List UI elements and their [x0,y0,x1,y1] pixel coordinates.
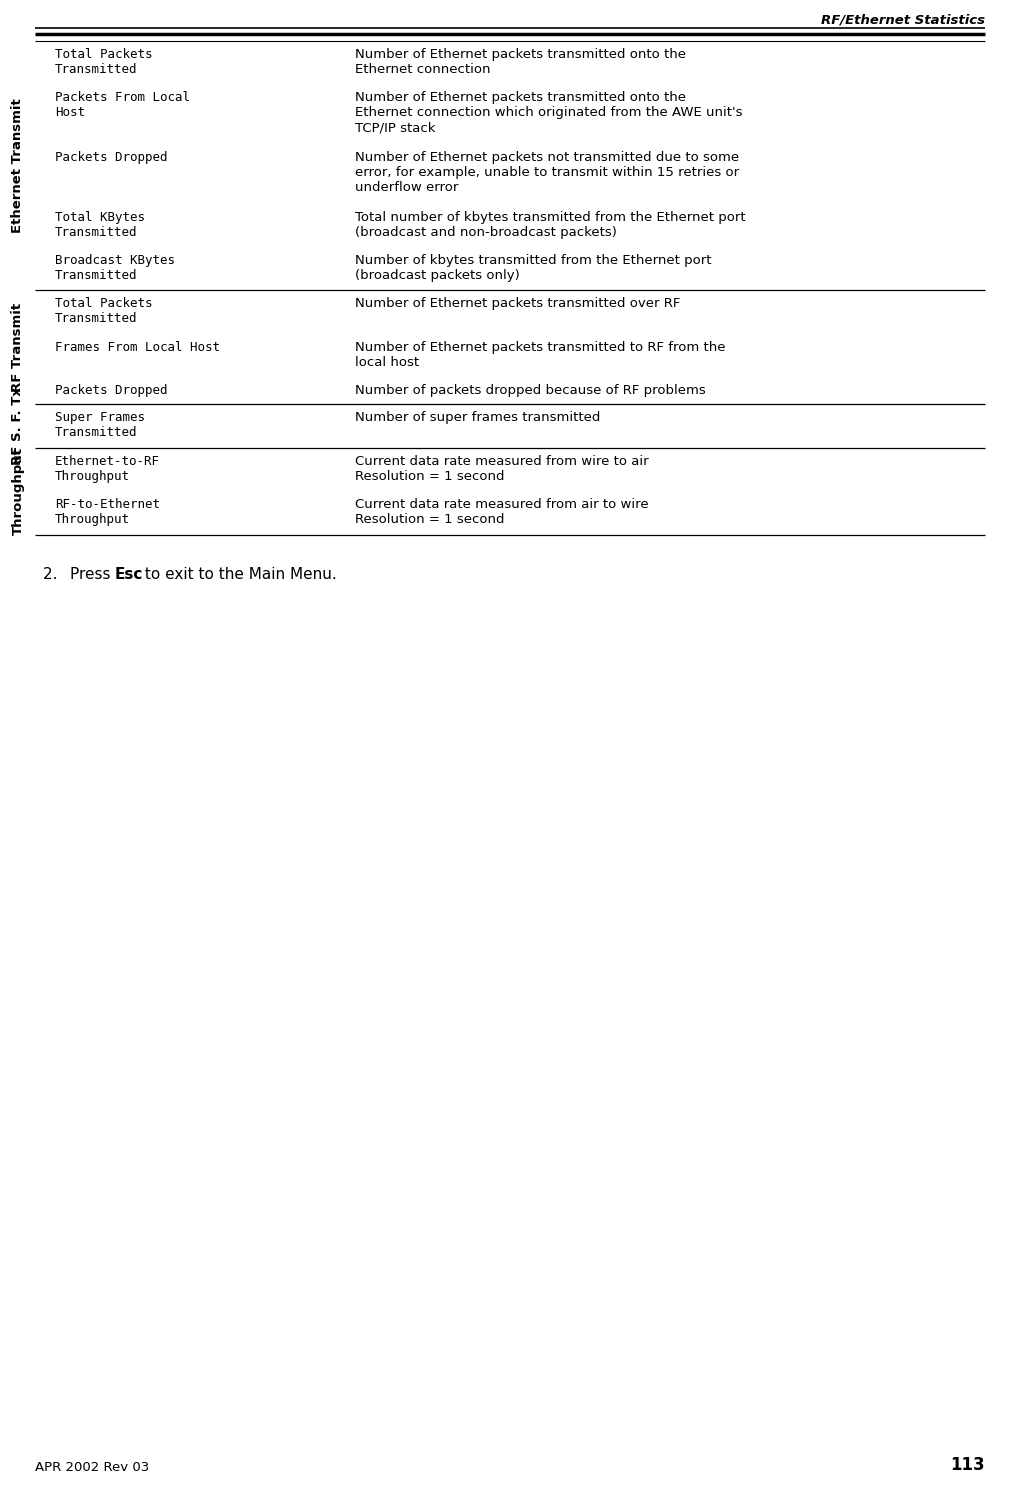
Text: to exit to the Main Menu.: to exit to the Main Menu. [140,567,336,582]
Text: Number of Ethernet packets transmitted to RF from the
local host: Number of Ethernet packets transmitted t… [355,341,725,370]
Text: Total Packets
Transmitted: Total Packets Transmitted [55,298,153,326]
Text: Packets From Local
Host: Packets From Local Host [55,91,190,120]
Text: Ethernet-to-RF
Throughput: Ethernet-to-RF Throughput [55,455,160,483]
Text: RF Transmit: RF Transmit [11,302,24,392]
Text: Current data rate measured from air to wire
Resolution = 1 second: Current data rate measured from air to w… [355,498,648,527]
Text: APR 2002 Rev 03: APR 2002 Rev 03 [35,1462,149,1474]
Text: Frames From Local Host: Frames From Local Host [55,341,220,353]
Text: Number of kbytes transmitted from the Ethernet port
(broadcast packets only): Number of kbytes transmitted from the Et… [355,254,711,283]
Text: Number of Ethernet packets transmitted over RF: Number of Ethernet packets transmitted o… [355,298,681,310]
Text: Number of Ethernet packets not transmitted due to some
error, for example, unabl: Number of Ethernet packets not transmitt… [355,151,739,194]
Text: Current data rate measured from wire to air
Resolution = 1 second: Current data rate measured from wire to … [355,455,648,483]
Text: 113: 113 [950,1456,985,1474]
Text: Number of Ethernet packets transmitted onto the
Ethernet connection which origin: Number of Ethernet packets transmitted o… [355,91,743,135]
Text: Total KBytes
Transmitted: Total KBytes Transmitted [55,211,145,238]
Text: Esc: Esc [115,567,144,582]
Text: Number of packets dropped because of RF problems: Number of packets dropped because of RF … [355,384,706,398]
Text: Total Packets
Transmitted: Total Packets Transmitted [55,48,153,76]
Text: RF S. F. Tx: RF S. F. Tx [11,387,24,465]
Text: Number of Ethernet packets transmitted onto the
Ethernet connection: Number of Ethernet packets transmitted o… [355,48,686,76]
Text: Throughput: Throughput [11,447,24,536]
Text: Total number of kbytes transmitted from the Ethernet port
(broadcast and non-bro: Total number of kbytes transmitted from … [355,211,746,238]
Text: Ethernet Transmit: Ethernet Transmit [11,99,24,233]
Text: RF/Ethernet Statistics: RF/Ethernet Statistics [821,13,985,25]
Text: Super Frames
Transmitted: Super Frames Transmitted [55,411,145,440]
Text: RF-to-Ethernet
Throughput: RF-to-Ethernet Throughput [55,498,160,527]
Text: Packets Dropped: Packets Dropped [55,384,167,398]
Text: Broadcast KBytes
Transmitted: Broadcast KBytes Transmitted [55,254,175,283]
Text: 2.  Press: 2. Press [43,567,115,582]
Text: Packets Dropped: Packets Dropped [55,151,167,165]
Text: Number of super frames transmitted: Number of super frames transmitted [355,411,601,425]
